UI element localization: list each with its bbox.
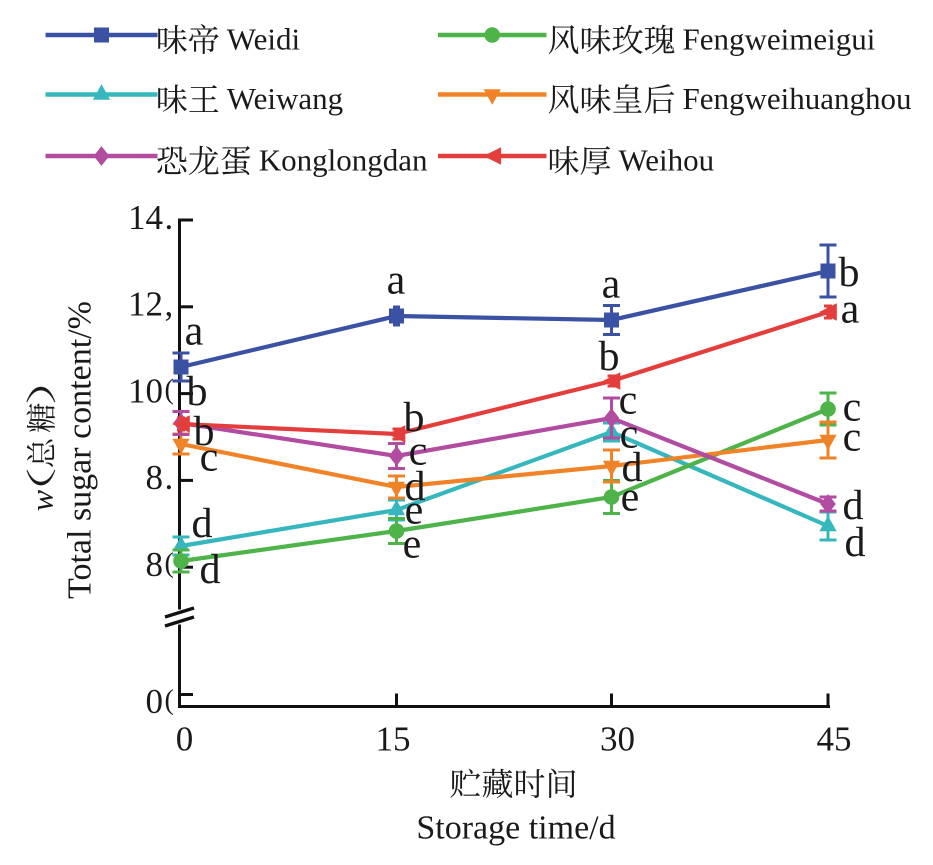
svg-text:30: 30 [600,720,635,759]
svg-text:e: e [403,522,422,568]
svg-text:45: 45 [817,720,852,759]
svg-text:b: b [839,250,860,296]
svg-text:a: a [841,287,860,333]
svg-text:a: a [387,258,406,304]
svg-text:8: 8 [146,458,164,497]
svg-text:c: c [620,412,639,458]
svg-text:c: c [843,415,862,461]
svg-text:.: . [165,458,174,497]
svg-text:d: d [405,464,426,510]
svg-text:12: 12 [128,285,163,324]
svg-text:,: , [165,285,174,324]
svg-text:8: 8 [146,545,164,584]
svg-text:Weiwang: Weiwang [227,81,343,116]
svg-text:Fengweimeigui: Fengweimeigui [683,22,876,57]
svg-text:Weihou: Weihou [619,143,715,178]
svg-text:(: ( [165,548,174,579]
svg-text:Fengweihuanghou: Fengweihuanghou [683,81,912,116]
svg-text:e: e [405,488,424,534]
svg-text:c: c [200,435,219,481]
svg-text:d: d [192,501,213,547]
svg-text:(: ( [165,685,174,716]
svg-text:.: . [165,198,174,237]
svg-text:b: b [404,395,425,441]
svg-text:c: c [409,429,428,475]
svg-text:b: b [194,409,215,455]
svg-text:d: d [845,520,866,566]
svg-text:e: e [621,475,640,521]
svg-text:10: 10 [128,371,163,410]
svg-text:a: a [602,262,621,308]
svg-text:d: d [843,483,864,529]
svg-text:d: d [622,445,643,491]
svg-text:d: d [200,547,221,593]
svg-text:c: c [619,378,638,424]
svg-text:c: c [843,385,862,431]
svg-text:Total sugar content/%: Total sugar content/% [62,301,99,599]
svg-text:w: w [24,489,60,511]
svg-text:14: 14 [128,198,163,237]
svg-text:b: b [187,369,208,415]
svg-text:Weidi: Weidi [227,22,301,57]
svg-text:(: ( [165,374,174,405]
svg-text:15: 15 [376,720,411,759]
svg-text:Konglongdan: Konglongdan [259,143,428,178]
svg-text:a: a [185,309,204,355]
svg-text:0: 0 [146,682,164,721]
svg-text:Storage time/d: Storage time/d [416,810,615,847]
svg-text:b: b [599,334,620,380]
svg-text:0: 0 [176,720,194,759]
